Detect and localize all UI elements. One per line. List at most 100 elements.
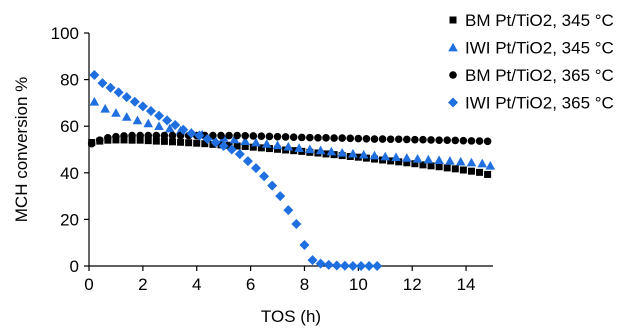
data-point	[178, 124, 189, 135]
data-point	[137, 101, 148, 112]
data-point	[372, 261, 383, 271]
data-point	[427, 136, 435, 144]
data-point	[305, 144, 315, 154]
data-point	[143, 118, 154, 128]
series-2	[87, 131, 492, 148]
x-tick-label: 14	[457, 275, 476, 294]
legend-label: BM Pt/TiO2, 345 °C	[465, 11, 614, 30]
data-point	[339, 260, 350, 271]
data-point	[435, 163, 443, 171]
data-point	[105, 82, 116, 93]
legend-item-1: IWI Pt/TiO2, 345 °C	[448, 39, 614, 58]
data-point	[434, 155, 444, 165]
data-point	[257, 132, 266, 141]
data-point	[307, 255, 318, 266]
data-point	[97, 78, 108, 89]
data-point	[483, 137, 492, 146]
data-point	[289, 133, 298, 141]
data-point	[257, 144, 265, 152]
data-point	[354, 153, 362, 161]
data-point	[273, 132, 282, 141]
data-point	[145, 106, 156, 117]
data-point	[136, 131, 144, 140]
data-point	[411, 135, 419, 144]
data-point	[185, 139, 193, 147]
data-point	[121, 112, 132, 121]
data-point	[291, 219, 302, 230]
data-point	[347, 261, 358, 271]
legend: BM Pt/TiO2, 345 °C IWI Pt/TiO2, 345 °C BM …	[448, 11, 614, 113]
data-point	[240, 136, 251, 145]
data-point	[369, 150, 380, 160]
data-point	[386, 135, 395, 144]
data-point	[120, 136, 128, 144]
data-point	[217, 131, 225, 140]
data-point	[467, 137, 476, 145]
data-point	[466, 157, 477, 167]
data-point	[354, 134, 363, 143]
data-point	[387, 157, 395, 165]
data-point	[323, 259, 334, 270]
data-point	[229, 134, 240, 144]
series-3	[89, 69, 383, 271]
data-point	[370, 135, 379, 143]
data-point	[120, 132, 128, 140]
data-point	[322, 150, 330, 158]
data-point	[459, 136, 468, 145]
x-axis-title: TOS (h)	[261, 307, 321, 326]
data-point	[419, 161, 427, 169]
data-point	[283, 141, 294, 151]
data-point	[314, 134, 322, 142]
data-point	[391, 152, 401, 162]
data-point	[362, 134, 371, 143]
x-tick-label: 2	[138, 275, 147, 294]
data-point	[132, 115, 143, 125]
data-point	[455, 156, 466, 166]
data-point	[445, 156, 455, 165]
data-point	[411, 160, 419, 168]
data-point	[265, 145, 273, 153]
data-point	[331, 260, 342, 271]
data-point	[326, 146, 337, 156]
data-point	[443, 136, 452, 144]
data-point	[226, 144, 237, 155]
x-tick-label: 0	[84, 275, 93, 294]
data-point	[380, 151, 391, 161]
data-point	[136, 136, 144, 144]
data-point	[281, 133, 290, 141]
data-point	[121, 92, 132, 103]
legend-label: IWI Pt/TiO2, 345 °C	[465, 39, 614, 58]
data-point	[89, 69, 100, 80]
x-tick-label: 6	[246, 275, 255, 294]
data-point	[249, 132, 258, 140]
data-point	[154, 121, 164, 131]
data-point	[275, 191, 286, 202]
data-point	[144, 131, 153, 140]
data-point	[104, 134, 112, 142]
data-point	[162, 115, 173, 126]
data-point	[128, 131, 136, 140]
data-point	[233, 142, 241, 150]
data-point	[435, 136, 443, 144]
data-point	[364, 261, 375, 271]
data-point	[477, 158, 488, 168]
data-point	[267, 180, 278, 191]
data-point	[265, 132, 274, 141]
data-point	[419, 135, 427, 144]
axis-titles: MCH conversion % TOS (h)	[12, 77, 321, 326]
data-point	[261, 139, 272, 148]
tick-labels: 0 20 40 60 80 100 0 2 4 6 8 10 12 14	[51, 24, 476, 294]
data-point	[234, 149, 245, 160]
data-point	[193, 139, 201, 147]
data-point	[100, 103, 110, 113]
data-point	[322, 134, 330, 142]
data-point	[402, 153, 412, 162]
data-point	[394, 135, 403, 144]
data-point	[95, 136, 104, 144]
data-point	[315, 145, 326, 155]
data-point	[283, 205, 294, 216]
data-point	[423, 154, 434, 164]
y-tick-label: 80	[60, 71, 79, 90]
data-point	[168, 131, 177, 140]
data-point	[297, 133, 306, 142]
